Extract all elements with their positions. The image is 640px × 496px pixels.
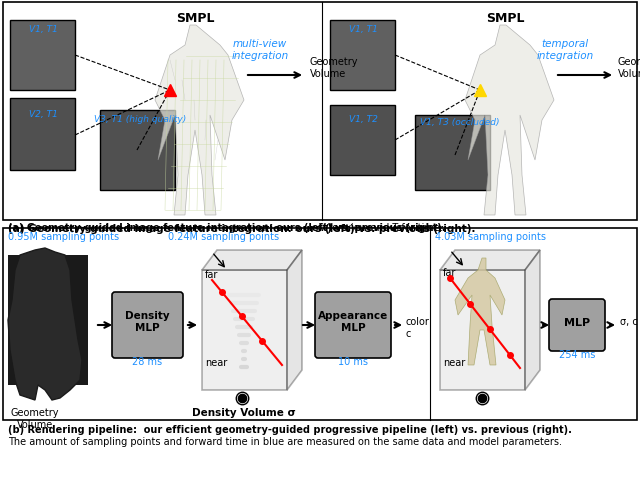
Text: near: near: [443, 358, 465, 368]
Bar: [440, 270, 525, 390]
Text: far: far: [443, 268, 456, 278]
Text: Density
MLP: Density MLP: [125, 311, 170, 333]
Text: multi-view
integration: multi-view integration: [232, 39, 289, 61]
Text: near: near: [205, 358, 227, 368]
Text: σ, c: σ, c: [620, 317, 637, 327]
Text: 4.03M sampling points: 4.03M sampling points: [435, 232, 546, 242]
Bar: [202, 270, 287, 390]
Bar: [330, 105, 395, 175]
Bar: [8, 255, 88, 385]
Text: (a) Geometry-guided image feature integration: ours (left) vs. previous (right).: (a) Geometry-guided image feature integr…: [8, 224, 476, 234]
FancyBboxPatch shape: [112, 292, 183, 358]
Text: far: far: [205, 270, 218, 280]
Text: 28 ms: 28 ms: [132, 357, 162, 367]
Text: 0.95M sampling points: 0.95M sampling points: [8, 232, 119, 242]
FancyBboxPatch shape: [549, 299, 605, 351]
Polygon shape: [155, 25, 244, 215]
Polygon shape: [440, 250, 540, 270]
Text: Geometry
Volume: Geometry Volume: [618, 57, 640, 79]
Text: V1, T1: V1, T1: [29, 25, 58, 34]
Bar: [415, 115, 490, 190]
Polygon shape: [287, 250, 302, 390]
FancyBboxPatch shape: [315, 292, 391, 358]
Bar: [100, 110, 175, 190]
Text: MLP: MLP: [564, 318, 590, 328]
Bar: [10, 20, 75, 90]
Text: Geometry
Volume: Geometry Volume: [11, 408, 60, 430]
Text: V2, T1: V2, T1: [29, 110, 58, 119]
Text: V3, T1 (high quality): V3, T1 (high quality): [94, 115, 186, 124]
Text: (b) Rendering pipeline:  our efficient geometry-guided progressive pipeline (lef: (b) Rendering pipeline: our efficient ge…: [8, 425, 572, 435]
Text: 10 ms: 10 ms: [338, 357, 368, 367]
Text: V1, T3 (occluded): V1, T3 (occluded): [420, 118, 500, 127]
Text: V1, T1: V1, T1: [349, 25, 378, 34]
Text: Appearance
MLP: Appearance MLP: [318, 311, 388, 333]
Text: The amount of sampling points and forward time in blue are measured on the same : The amount of sampling points and forwar…: [8, 437, 562, 447]
Bar: [3, 228, 637, 420]
Text: 0.24M sampling points: 0.24M sampling points: [168, 232, 279, 242]
Polygon shape: [525, 250, 540, 390]
Polygon shape: [8, 248, 82, 400]
Bar: [330, 20, 395, 90]
Polygon shape: [465, 25, 554, 215]
Text: Geometry
Volume: Geometry Volume: [310, 57, 358, 79]
Text: color
c: color c: [406, 317, 430, 339]
Polygon shape: [455, 258, 505, 365]
Bar: [10, 98, 75, 170]
Bar: [3, 2, 637, 220]
Text: Density Volume σ: Density Volume σ: [192, 408, 296, 418]
Polygon shape: [202, 250, 302, 270]
Text: SMPL: SMPL: [486, 12, 524, 25]
Text: (a) Geometry-guided image feature integration: ours (left) vs. previous (right).: (a) Geometry-guided image feature integr…: [8, 223, 445, 233]
Text: V for view and T for time.: V for view and T for time.: [316, 223, 443, 233]
Text: 254 ms: 254 ms: [559, 350, 595, 360]
Text: V1, T2: V1, T2: [349, 115, 378, 124]
Text: temporal
integration: temporal integration: [536, 39, 594, 61]
Text: SMPL: SMPL: [176, 12, 214, 25]
